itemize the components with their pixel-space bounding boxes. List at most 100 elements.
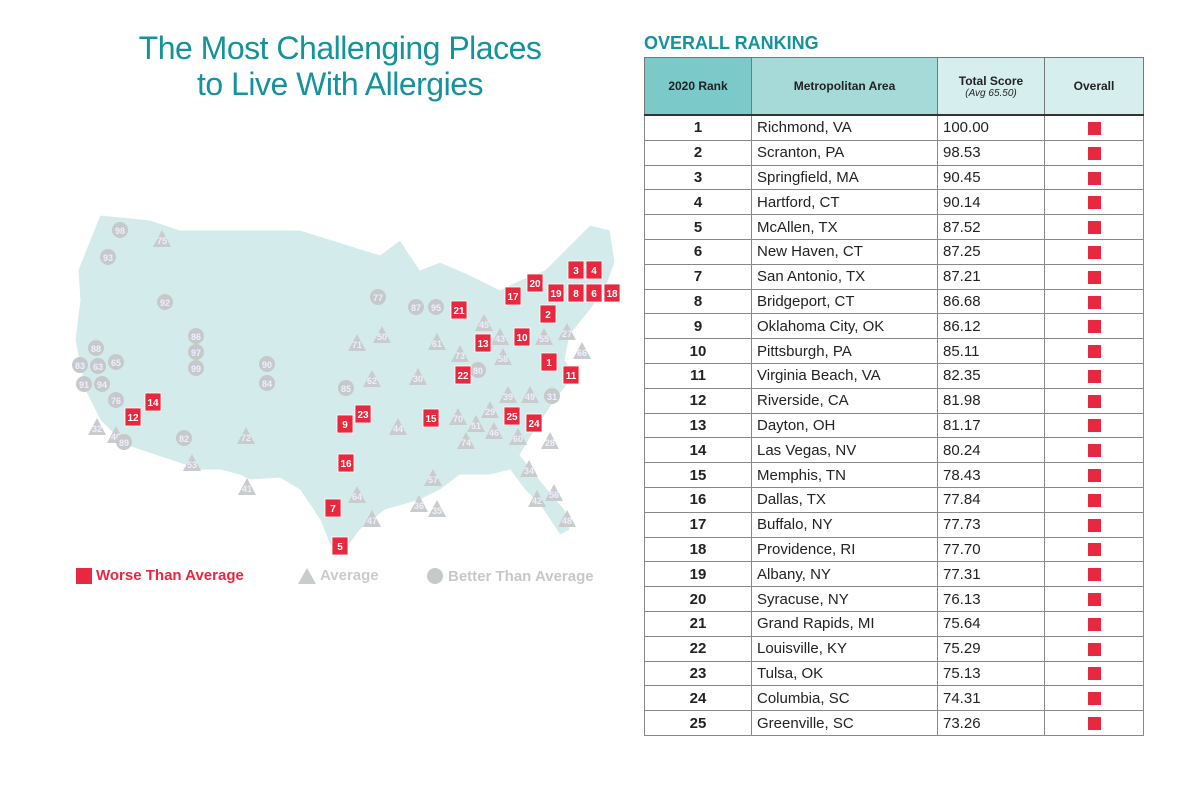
marker-label: 74 <box>461 438 471 448</box>
score-avg-note: (Avg 65.50) <box>965 87 1017 99</box>
table-row: 3 Springfield, MA 90.45 <box>644 164 1144 191</box>
rank-cell: 21 <box>644 610 752 637</box>
rank-cell: 4 <box>644 189 752 216</box>
score-cell: 81.17 <box>937 412 1045 439</box>
map-marker-average: 34 <box>520 460 538 477</box>
red-square-icon <box>76 567 92 584</box>
rank-cell: 14 <box>644 437 752 464</box>
marker-label: 14 <box>147 398 159 409</box>
worse-than-average-icon <box>1087 320 1101 334</box>
rank-cell: 10 <box>644 338 752 364</box>
marker-label: 23 <box>357 410 369 421</box>
overall-cell <box>1044 635 1144 662</box>
circle-icon <box>427 568 443 584</box>
marker-label: 10 <box>516 333 528 344</box>
marker-label: 6 <box>591 289 597 300</box>
map-marker-average: 72 <box>237 427 255 444</box>
map-marker-average: 46 <box>485 422 503 439</box>
score-cell: 77.31 <box>937 561 1045 588</box>
marker-label: 80 <box>473 366 483 376</box>
map-marker-better: 93 <box>100 249 116 265</box>
marker-label: 27 <box>562 329 572 339</box>
marker-label: 16 <box>340 459 352 470</box>
rank-cell: 24 <box>644 685 752 712</box>
page-title: The Most Challenging Places to Live With… <box>80 30 600 102</box>
rank-cell: 3 <box>644 164 752 191</box>
area-cell: Springfield, MA <box>751 164 938 191</box>
overall-cell <box>1044 462 1144 488</box>
score-cell: 75.29 <box>937 635 1045 662</box>
overall-cell <box>1044 387 1144 414</box>
table-row: 2 Scranton, PA 98.53 <box>644 139 1144 166</box>
map-marker-better: 94 <box>94 376 110 392</box>
area-cell: Albany, NY <box>751 561 938 588</box>
marker-label: 51 <box>471 421 481 431</box>
score-header: Total Score <box>958 73 1024 88</box>
marker-label: 13 <box>477 339 489 350</box>
map-marker-worse: 5 <box>331 536 349 556</box>
marker-label: 45 <box>479 320 489 330</box>
map-marker-worse: 25 <box>503 406 521 426</box>
area-cell: Bridgeport, CT <box>751 288 938 315</box>
map-marker-worse: 9 <box>336 414 354 434</box>
marker-label: 7 <box>330 504 336 515</box>
marker-label: 43 <box>495 334 505 344</box>
map-marker-average: 74 <box>457 432 475 449</box>
worse-than-average-icon <box>1087 518 1101 532</box>
rank-cell: 8 <box>644 288 752 315</box>
map-marker-average: 62 <box>363 370 381 387</box>
marker-label: 11 <box>566 371 577 382</box>
map-marker-worse: 10 <box>513 327 531 347</box>
title-line-2: to Live With Allergies <box>196 66 484 102</box>
marker-label: 91 <box>79 380 89 390</box>
col-overall: Overall <box>1044 57 1144 116</box>
area-cell: Oklahoma City, OK <box>751 313 938 340</box>
legend-better: Better Than Average <box>426 567 594 585</box>
marker-label: 75 <box>157 236 167 246</box>
marker-label: 73 <box>455 351 465 361</box>
marker-label: 88 <box>91 344 101 354</box>
worse-than-average-icon <box>1087 394 1101 408</box>
area-cell: Buffalo, NY <box>751 511 938 538</box>
overall-cell <box>1044 486 1144 513</box>
overall-cell <box>1044 561 1144 588</box>
area-cell: McAllen, TX <box>751 214 938 240</box>
score-cell: 90.45 <box>937 164 1045 191</box>
marker-label: 47 <box>367 516 377 526</box>
marker-label: 90 <box>262 360 272 370</box>
area-cell: Hartford, CT <box>751 189 938 216</box>
rank-cell: 11 <box>644 362 752 389</box>
table-row: 20 Syracuse, NY 76.13 <box>644 586 1144 612</box>
score-cell: 77.70 <box>937 536 1045 563</box>
map-marker-average: 55 <box>535 328 553 345</box>
table-row: 12 Riverside, CA 81.98 <box>644 387 1144 414</box>
marker-label: 48 <box>562 516 572 526</box>
marker-label: 12 <box>127 413 139 424</box>
map-marker-average: 56 <box>545 484 563 501</box>
marker-label: 8 <box>573 289 579 300</box>
map-marker-average: 58 <box>494 348 512 365</box>
table-row: 4 Hartford, CT 90.14 <box>644 189 1144 216</box>
marker-label: 89 <box>119 438 129 448</box>
map-marker-better: 82 <box>176 430 192 446</box>
score-cell: 80.24 <box>937 437 1045 464</box>
rank-cell: 18 <box>644 536 752 563</box>
score-cell: 75.13 <box>937 660 1045 687</box>
worse-than-average-icon <box>1087 345 1101 359</box>
table-row: 19 Albany, NY 77.31 <box>644 561 1144 588</box>
marker-label: 22 <box>457 371 469 382</box>
area-cell: Memphis, TN <box>751 462 938 488</box>
worse-than-average-icon <box>1087 270 1101 284</box>
map-marker-average: 32 <box>88 418 106 435</box>
marker-label: 32 <box>92 424 102 434</box>
map-marker-average: 51 <box>467 415 485 432</box>
marker-label: 25 <box>506 412 518 423</box>
map-marker-average: 57 <box>424 469 442 486</box>
section-title: OVERALL RANKING <box>644 33 819 53</box>
marker-label: 98 <box>115 226 125 236</box>
marker-label: 42 <box>532 496 542 506</box>
map-marker-better: 91 <box>76 376 92 392</box>
rank-cell: 16 <box>644 486 752 513</box>
area-cell: Tulsa, OK <box>751 660 938 687</box>
